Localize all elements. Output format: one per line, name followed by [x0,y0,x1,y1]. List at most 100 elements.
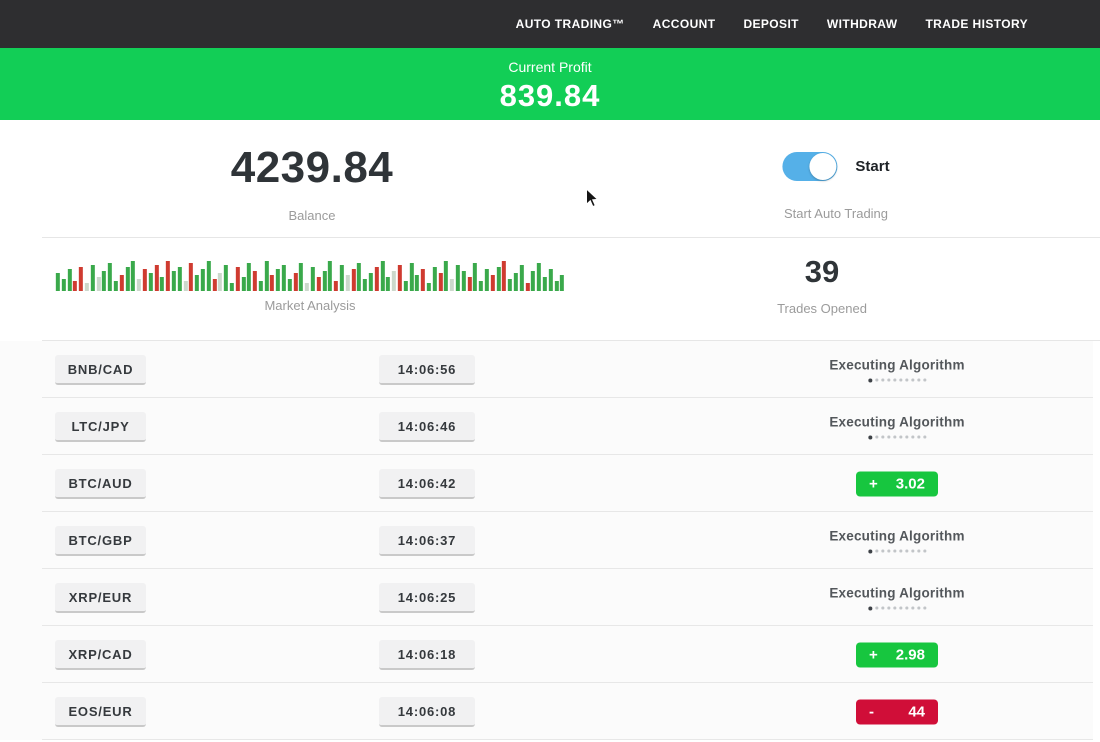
chart-bar [386,277,391,291]
dot-icon [887,435,890,439]
chart-bar [218,273,223,291]
dot-icon [875,549,878,553]
chart-bar [165,261,170,291]
dot-icon [911,549,914,553]
table-row: EOS/EUR 14:06:08 - 44 [0,683,1093,740]
pair-badge: LTC/JPY [55,411,146,442]
table-row: XRP/CAD 14:06:18 +2.98 [0,626,1093,683]
chart-bar [84,283,89,291]
chart-bar [241,277,246,291]
table-row: LTC/JPY 14:06:46 Executing Algorithm [0,398,1093,455]
chart-bar [484,269,489,291]
chart-bar [299,263,304,291]
dot-icon [868,606,872,610]
chart-bar [316,277,321,291]
result-badge: +2.98 [856,642,938,667]
chart-bar [519,265,524,291]
dot-icon [887,606,890,610]
nav-item-account[interactable]: ACCOUNT [652,17,716,31]
chart-bar [189,263,194,291]
current-profit-banner: Current Profit 839.84 [0,48,1100,120]
time-badge: 14:06:46 [379,411,475,442]
chart-bar [61,279,66,291]
chart-bar [536,263,541,291]
dot-icon [905,378,908,382]
chart-bar [363,279,368,291]
dot-icon [881,378,884,382]
result-badge: +3.02 [856,471,938,496]
dot-icon [875,435,878,439]
nav-item-deposit[interactable]: DEPOSIT [743,17,799,31]
dot-icon [917,549,920,553]
pair-badge: BTC/GBP [55,525,146,556]
chart-bar [444,261,449,291]
chart-bar [426,283,431,291]
chart-bar [368,273,373,291]
nav-item-trade-history[interactable]: TRADE HISTORY [925,17,1028,31]
top-nav-bar: AUTO TRADING™ ACCOUNT DEPOSIT WITHDRAW T… [0,0,1100,48]
dot-icon [881,606,884,610]
chart-bar [200,269,205,291]
dot-icon [923,435,926,439]
dot-icon [893,606,896,610]
status-cell: +2.98 [856,642,938,667]
balance-section: 4239.84 Balance Start Start Auto Trading [0,120,1100,237]
balance-value: 4239.84 [230,143,394,192]
auto-trading-toggle[interactable] [782,152,838,181]
dot-icon [893,378,896,382]
result-sign: - [869,703,874,720]
market-analysis-chart [55,257,565,291]
chart-bar [357,263,362,291]
executing-status: Executing Algorithm [829,585,964,610]
chart-bar [119,275,124,291]
chart-bar [560,275,565,291]
chart-bar [136,279,141,291]
chart-bar [554,281,559,291]
trades-list: BNB/CAD 14:06:56 Executing Algorithm LTC… [0,341,1093,740]
status-cell: +3.02 [856,471,938,496]
dot-icon [868,549,872,553]
chart-bar [322,271,327,291]
chart-bar [380,261,385,291]
nav-item-auto-trading[interactable]: AUTO TRADING™ [515,17,625,31]
chart-bar [438,273,443,291]
chart-bar [183,281,188,291]
chart-bar [490,275,495,291]
table-row: BNB/CAD 14:06:56 Executing Algorithm [0,341,1093,398]
chart-bar [235,267,240,291]
chart-bar [334,281,339,291]
chart-bar [90,265,95,291]
trades-opened-value: 39 [804,254,840,289]
result-value: 44 [908,703,925,720]
chart-bar [409,263,414,291]
status-cell: - 44 [856,699,938,724]
dot-icon [887,549,890,553]
time-badge: 14:06:37 [379,525,475,556]
chart-bar [212,279,217,291]
dot-icon [923,606,926,610]
pair-badge: XRP/CAD [55,639,146,670]
dot-icon [917,378,920,382]
table-row: BTC/GBP 14:06:37 Executing Algorithm [0,512,1093,569]
chart-bar [450,279,455,291]
loading-dots-icon [829,378,964,382]
trades-opened-block: 39 Trades Opened [777,254,867,316]
chart-bar [131,261,136,291]
dot-icon [923,378,926,382]
dot-icon [911,435,914,439]
chart-bar [513,273,518,291]
chart-bar [247,263,252,291]
nav-item-withdraw[interactable]: WITHDRAW [826,17,898,31]
executing-label: Executing Algorithm [829,585,965,600]
dot-icon [887,378,890,382]
chart-bar [421,269,426,291]
toggle-knob-icon [809,153,837,180]
dot-icon [923,549,926,553]
time-badge: 14:06:25 [379,582,475,613]
dot-icon [893,549,896,553]
chart-bar [148,273,153,291]
chart-bar [113,281,118,291]
dot-icon [875,378,878,382]
chart-bar [415,275,420,291]
result-value: 2.98 [895,646,925,663]
